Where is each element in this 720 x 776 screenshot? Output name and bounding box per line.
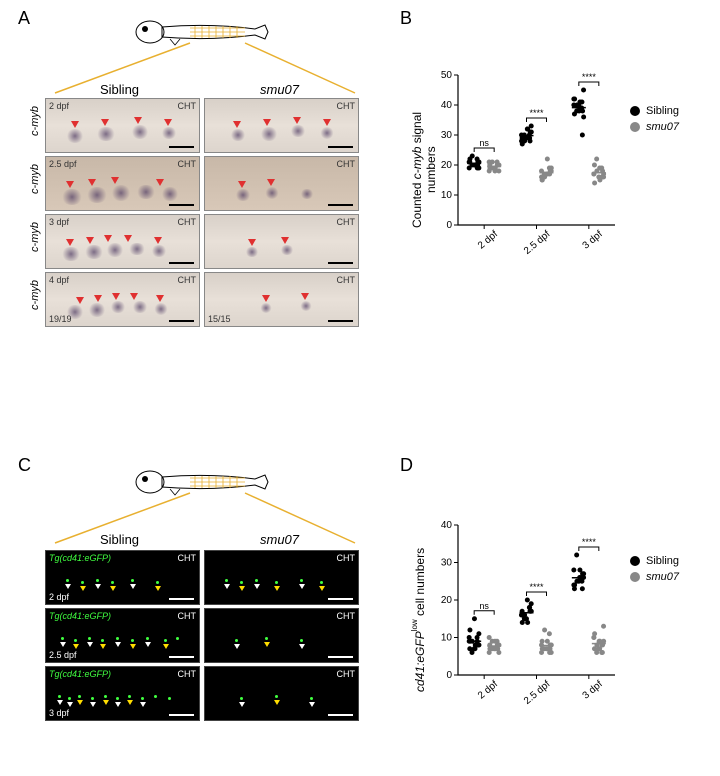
region-label: CHT (337, 553, 356, 563)
tp-label: 4 dpf (49, 275, 69, 285)
gene-label-r3: c-myb (29, 222, 41, 252)
panel-c-label: C (18, 455, 31, 476)
panel-a-grid: c-myb 2 dpf CHT CHT c-m (45, 98, 359, 327)
chart-d: cd41:eGFPlow cell numbers 0102030402 dpf… (430, 510, 620, 725)
region-label: CHT (178, 669, 197, 679)
svg-text:2 dpf: 2 dpf (476, 679, 500, 702)
tp-label: 3 dpf (49, 217, 69, 227)
chart-b-ylabel: Counted c-myb signal numbers (410, 90, 438, 250)
zoom-lines-c (50, 488, 360, 548)
tp-label: 3 dpf (49, 708, 69, 718)
legend-mut-d: smu07 (646, 571, 679, 583)
region-label: CHT (337, 101, 356, 111)
region-label: CHT (178, 217, 197, 227)
legend-mut: smu07 (646, 121, 679, 133)
svg-text:40: 40 (441, 520, 453, 531)
svg-text:30: 30 (441, 558, 453, 569)
svg-text:2.5 dpf: 2.5 dpf (522, 229, 553, 257)
region-label: CHT (178, 159, 197, 169)
svg-text:****: **** (529, 582, 544, 592)
svg-text:30: 30 (441, 130, 453, 141)
region-label: CHT (337, 217, 356, 227)
tg-label: Tg(cd41:eGFP) (49, 669, 111, 679)
chart-d-ylabel: cd41:eGFPlow cell numbers (410, 540, 427, 700)
svg-text:****: **** (582, 72, 597, 82)
panel-d-label: D (400, 455, 413, 476)
svg-text:20: 20 (441, 160, 453, 171)
svg-text:****: **** (582, 537, 597, 547)
zoom-lines-a (50, 38, 360, 98)
micro-a-4dpf-mut: CHT 15/15 (204, 272, 359, 327)
fluor-c-3dpf-mut: CHT (204, 666, 359, 721)
region-label: CHT (178, 553, 197, 563)
svg-text:3 dpf: 3 dpf (581, 679, 605, 702)
region-label: CHT (337, 669, 356, 679)
svg-text:40: 40 (441, 100, 453, 111)
micro-a-3dpf-sib: 3 dpf CHT (45, 214, 200, 269)
tg-label: Tg(cd41:eGFP) (49, 553, 111, 563)
svg-text:0: 0 (446, 670, 452, 681)
gene-label-r2: c-myb (29, 164, 41, 194)
col-sibling-c: Sibling (100, 532, 139, 547)
svg-text:20: 20 (441, 595, 453, 606)
micro-a-2dpf-mut: CHT (204, 98, 359, 153)
gene-label-r1: c-myb (29, 106, 41, 136)
legend-sib: Sibling (646, 105, 679, 117)
svg-text:****: **** (529, 108, 544, 118)
col-mutant-c: smu07 (260, 532, 299, 547)
region-label: CHT (178, 101, 197, 111)
svg-text:10: 10 (441, 633, 453, 644)
panel-b-label: B (400, 8, 412, 29)
tg-label: Tg(cd41:eGFP) (49, 611, 111, 621)
tp-label: 2.5 dpf (49, 650, 77, 660)
svg-text:ns: ns (479, 601, 489, 611)
panel-a-label: A (18, 8, 30, 29)
micro-a-2dpf-sib: 2 dpf CHT (45, 98, 200, 153)
svg-text:ns: ns (479, 138, 489, 148)
legend-d: Sibling smu07 (630, 555, 679, 587)
region-label: CHT (337, 159, 356, 169)
count-mut: 15/15 (208, 314, 231, 324)
legend-b: Sibling smu07 (630, 105, 679, 137)
col-sibling-a: Sibling (100, 82, 139, 97)
micro-a-25dpf-sib: 2.5 dpf CHT (45, 156, 200, 211)
svg-text:50: 50 (441, 70, 453, 81)
fluor-c-25dpf-sib: Tg(cd41:eGFP) CHT 2.5 dpf (45, 608, 200, 663)
panel-c-grid: Tg(cd41:eGFP) CHT 2 dpf CHT Tg(cd41:eGFP… (45, 550, 359, 721)
legend-sib-d: Sibling (646, 555, 679, 567)
micro-a-25dpf-mut: CHT (204, 156, 359, 211)
chart-b: Counted c-myb signal numbers 01020304050… (430, 60, 620, 275)
svg-text:3 dpf: 3 dpf (581, 229, 605, 252)
region-label: CHT (337, 611, 356, 621)
svg-text:2.5 dpf: 2.5 dpf (522, 679, 553, 707)
fluor-c-2dpf-sib: Tg(cd41:eGFP) CHT 2 dpf (45, 550, 200, 605)
micro-a-4dpf-sib: 4 dpf CHT 19/19 (45, 272, 200, 327)
fluor-c-2dpf-mut: CHT (204, 550, 359, 605)
fluor-c-25dpf-mut: CHT (204, 608, 359, 663)
col-mutant-a: smu07 (260, 82, 299, 97)
tp-label: 2.5 dpf (49, 159, 77, 169)
tp-label: 2 dpf (49, 101, 69, 111)
fluor-c-3dpf-sib: Tg(cd41:eGFP) CHT 3 dpf (45, 666, 200, 721)
gene-label-r4: c-myb (29, 280, 41, 310)
region-label: CHT (178, 611, 197, 621)
micro-a-3dpf-mut: CHT (204, 214, 359, 269)
region-label: CHT (178, 275, 197, 285)
svg-text:10: 10 (441, 190, 453, 201)
tp-label: 2 dpf (49, 592, 69, 602)
svg-text:2 dpf: 2 dpf (476, 229, 500, 252)
svg-text:0: 0 (446, 220, 452, 231)
region-label: CHT (337, 275, 356, 285)
